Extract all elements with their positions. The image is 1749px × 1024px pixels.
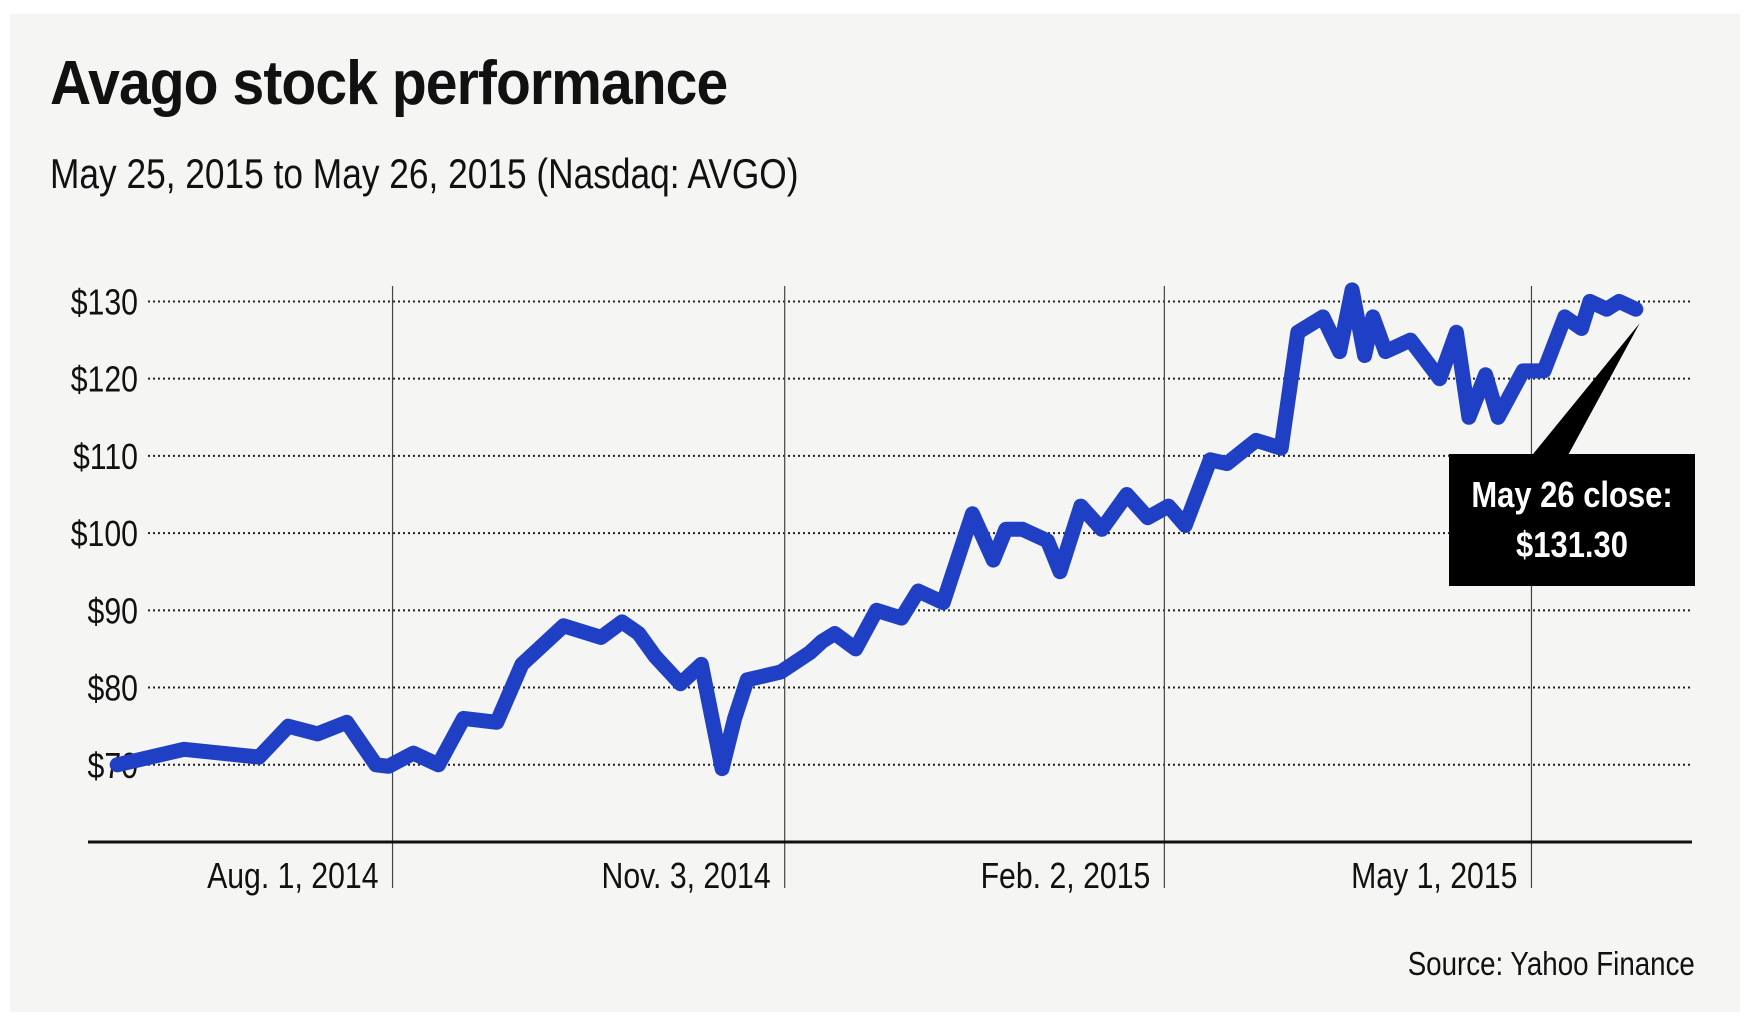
data-point xyxy=(1022,528,1024,530)
x-axis-tick-labels: Aug. 1, 2014 Nov. 3, 2014 Feb. 2, 2015 May … xyxy=(207,857,1517,897)
y-tick-label: $90 xyxy=(88,592,138,632)
data-point xyxy=(809,652,811,654)
data-point xyxy=(1005,528,1007,530)
data-point xyxy=(1581,327,1583,329)
data-point xyxy=(875,609,877,611)
data-point xyxy=(1101,528,1103,530)
callout-pointer xyxy=(1520,323,1640,470)
chart-title: Avago stock performance xyxy=(50,49,728,118)
x-tick-label: May 1, 2015 xyxy=(1351,857,1517,897)
data-point xyxy=(1351,289,1353,291)
data-point xyxy=(1364,355,1366,357)
callout-label: May 26 close: xyxy=(1471,474,1673,515)
data-point xyxy=(992,559,994,561)
data-point xyxy=(1209,459,1211,461)
data-points xyxy=(116,289,1637,770)
data-point xyxy=(1497,416,1499,418)
data-point xyxy=(834,633,836,635)
data-point xyxy=(1409,339,1411,341)
data-point xyxy=(1485,374,1487,376)
data-point xyxy=(1439,378,1441,380)
data-point xyxy=(600,636,602,638)
y-tick-label: $110 xyxy=(73,437,138,477)
data-point xyxy=(1168,505,1170,507)
data-point xyxy=(821,640,823,642)
x-tick-label: Aug. 1, 2014 xyxy=(207,857,378,897)
chart-subtitle: May 25, 2015 to May 26, 2015 (Nasdaq: AV… xyxy=(50,150,799,197)
data-point xyxy=(1543,370,1545,372)
data-point xyxy=(746,679,748,681)
data-point xyxy=(287,725,289,727)
data-point xyxy=(1564,316,1566,318)
data-point xyxy=(387,765,389,767)
data-point xyxy=(462,717,464,719)
data-point xyxy=(1522,370,1524,372)
data-point xyxy=(412,752,414,754)
x-tick-label: Nov. 3, 2014 xyxy=(602,857,771,897)
data-point xyxy=(654,656,656,658)
data-point xyxy=(621,621,623,623)
data-point xyxy=(316,733,318,735)
data-point xyxy=(1455,331,1457,333)
data-point xyxy=(375,764,377,766)
data-point xyxy=(563,625,565,627)
y-tick-label: $120 xyxy=(71,360,138,400)
y-axis-tick-labels: $70$80$90$100$110$120$130 xyxy=(71,283,138,786)
data-point xyxy=(1280,447,1282,449)
data-point xyxy=(1147,517,1149,519)
data-point xyxy=(437,764,439,766)
data-point xyxy=(116,764,118,766)
vertical-gridlines xyxy=(391,286,1533,888)
data-point xyxy=(1618,300,1620,302)
data-point xyxy=(1589,300,1591,302)
data-point xyxy=(183,748,185,750)
data-point xyxy=(971,513,973,515)
source-credit: Source: Yahoo Finance xyxy=(1407,945,1695,982)
data-point xyxy=(258,756,260,758)
data-point xyxy=(521,663,523,665)
data-point xyxy=(721,768,723,770)
data-point xyxy=(1322,316,1324,318)
series-line xyxy=(109,282,1644,777)
data-point xyxy=(1635,308,1637,310)
data-point xyxy=(496,721,498,723)
data-point xyxy=(700,663,702,665)
y-tick-label: $100 xyxy=(71,515,138,555)
x-tick-label: Feb. 2, 2015 xyxy=(981,857,1151,897)
data-point xyxy=(901,617,903,619)
data-point xyxy=(1468,416,1470,418)
data-point xyxy=(346,721,348,723)
data-point xyxy=(917,590,919,592)
close-price-callout: May 26 close: $131.30 xyxy=(1449,454,1695,586)
y-tick-label: $130 xyxy=(71,283,138,323)
data-point xyxy=(942,602,944,604)
data-point xyxy=(1059,571,1061,573)
data-point xyxy=(1255,439,1257,441)
data-point xyxy=(780,671,782,673)
data-point xyxy=(1339,351,1341,353)
data-point xyxy=(734,717,736,719)
data-point xyxy=(1297,331,1299,333)
data-point xyxy=(1606,308,1608,310)
data-point xyxy=(1080,505,1082,507)
data-point xyxy=(1384,351,1386,353)
data-point xyxy=(855,648,857,650)
data-point xyxy=(1184,524,1186,526)
data-point xyxy=(1372,316,1374,318)
data-point xyxy=(679,683,681,685)
data-point xyxy=(638,633,640,635)
y-tick-label: $80 xyxy=(88,669,138,709)
data-point xyxy=(1047,540,1049,542)
data-point xyxy=(1126,494,1128,496)
callout-value: $131.30 xyxy=(1516,524,1628,565)
data-point xyxy=(1226,463,1228,465)
